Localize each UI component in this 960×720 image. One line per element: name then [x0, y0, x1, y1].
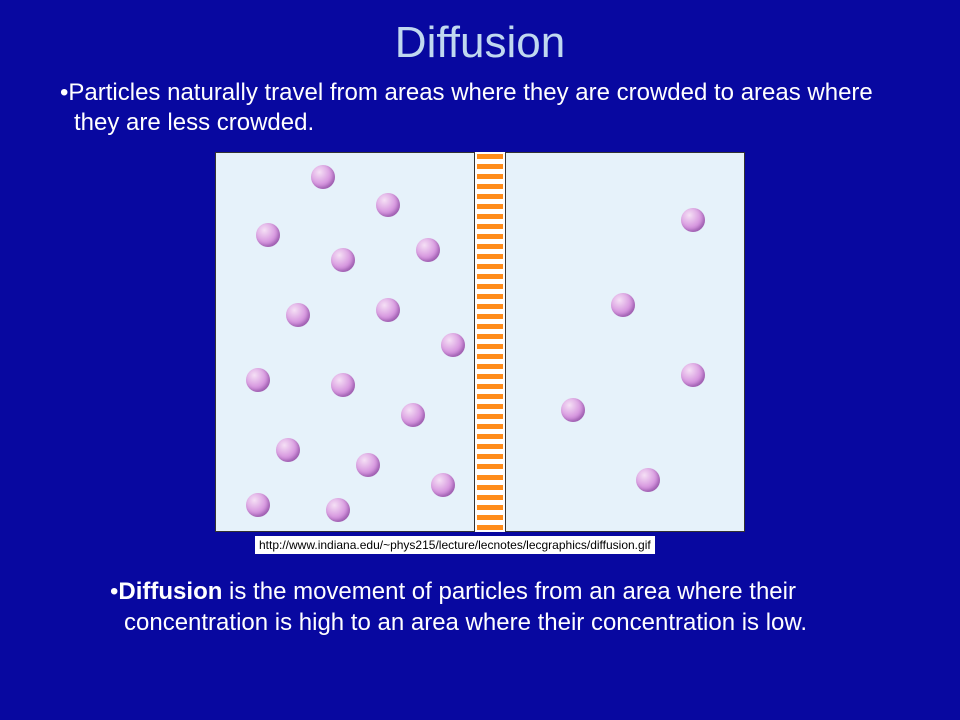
membrane-slot: [477, 244, 503, 249]
particle: [401, 403, 425, 427]
bullet-bottom-rest: is the movement of particles from an are…: [124, 578, 807, 636]
membrane-slot: [477, 495, 503, 500]
bullet-top-text: Particles naturally travel from areas wh…: [68, 79, 872, 136]
particle: [636, 468, 660, 492]
membrane-slot: [477, 304, 503, 309]
particle: [681, 363, 705, 387]
membrane-slot: [477, 464, 503, 469]
membrane-slot: [477, 434, 503, 439]
membrane-slot: [477, 505, 503, 510]
membrane-slot: [477, 154, 503, 159]
membrane: [475, 152, 505, 532]
particle: [681, 208, 705, 232]
membrane-slot: [477, 424, 503, 429]
particle: [246, 493, 270, 517]
bullet-top: •Particles naturally travel from areas w…: [14, 78, 960, 138]
bullet-bottom-bold: Diffusion: [118, 578, 222, 605]
particle: [561, 398, 585, 422]
particle: [611, 293, 635, 317]
membrane-slot: [477, 334, 503, 339]
membrane-slot: [477, 204, 503, 209]
membrane-slot: [477, 184, 503, 189]
bullet-bottom: •Diffusion is the movement of particles …: [14, 576, 960, 638]
particle: [331, 373, 355, 397]
particle: [441, 333, 465, 357]
particle: [326, 498, 350, 522]
membrane-slot: [477, 194, 503, 199]
particle: [311, 165, 335, 189]
membrane-slot: [477, 454, 503, 459]
particle: [376, 193, 400, 217]
membrane-slot: [477, 384, 503, 389]
membrane-slot: [477, 254, 503, 259]
particle: [356, 453, 380, 477]
particle: [246, 368, 270, 392]
membrane-slot: [477, 414, 503, 419]
particle: [276, 438, 300, 462]
membrane-slot: [477, 475, 503, 480]
membrane-slot: [477, 515, 503, 520]
slide-title: Diffusion: [0, 0, 960, 78]
image-citation: http://www.indiana.edu/~phys215/lecture/…: [255, 536, 655, 554]
membrane-slot: [477, 284, 503, 289]
chamber-right: [505, 152, 745, 532]
membrane-slot: [477, 324, 503, 329]
particle: [416, 238, 440, 262]
membrane-slot: [477, 294, 503, 299]
membrane-slot: [477, 234, 503, 239]
chamber-left: [215, 152, 475, 532]
particle: [331, 248, 355, 272]
particle: [431, 473, 455, 497]
membrane-slot: [477, 485, 503, 490]
membrane-slot: [477, 354, 503, 359]
membrane-slot: [477, 394, 503, 399]
membrane-slot: [477, 174, 503, 179]
particle: [286, 303, 310, 327]
particle: [256, 223, 280, 247]
membrane-slot: [477, 374, 503, 379]
particle: [376, 298, 400, 322]
diffusion-diagram: [215, 152, 745, 532]
membrane-slot: [477, 525, 503, 530]
membrane-slot: [477, 164, 503, 169]
membrane-slot: [477, 274, 503, 279]
membrane-slot: [477, 264, 503, 269]
membrane-slot: [477, 444, 503, 449]
membrane-slot: [477, 404, 503, 409]
diagram-container: http://www.indiana.edu/~phys215/lecture/…: [215, 152, 745, 554]
membrane-slot: [477, 224, 503, 229]
membrane-slot: [477, 214, 503, 219]
membrane-slot: [477, 364, 503, 369]
membrane-slot: [477, 314, 503, 319]
membrane-slot: [477, 344, 503, 349]
